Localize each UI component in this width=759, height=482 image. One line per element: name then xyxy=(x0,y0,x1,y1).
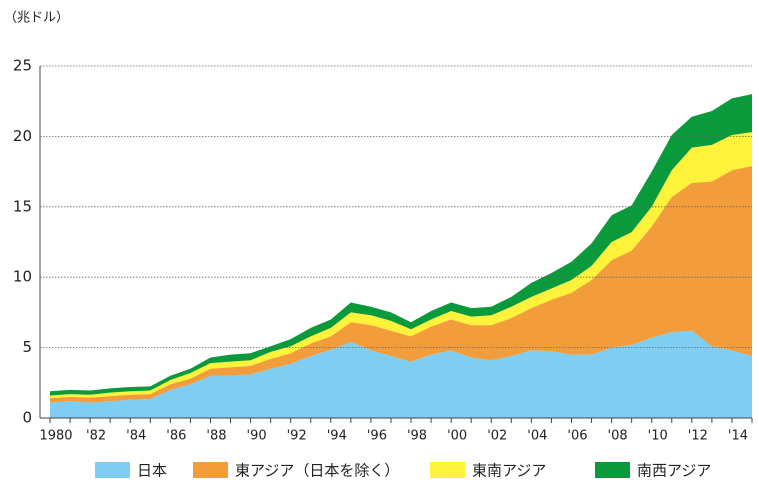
x-tick-label: '14 xyxy=(728,429,748,444)
x-tick-label: '84 xyxy=(126,429,146,444)
x-tick-label: '86 xyxy=(166,429,186,444)
x-tick-label: '00 xyxy=(447,429,467,444)
legend-swatch xyxy=(95,462,130,478)
legend-swatch xyxy=(595,462,630,478)
y-tick-label: 15 xyxy=(13,197,32,215)
x-tick-label: 1980 xyxy=(39,429,72,444)
x-tick-label: '92 xyxy=(287,429,307,444)
x-tick-label: '04 xyxy=(527,429,547,444)
x-tick-label: '90 xyxy=(247,429,267,444)
x-tick-label: '08 xyxy=(608,429,628,444)
legend-swatch xyxy=(193,462,228,478)
y-tick-label: 20 xyxy=(13,127,32,145)
legend-label: 東アジア（日本を除く） xyxy=(235,462,399,480)
x-tick-label: '94 xyxy=(327,429,347,444)
y-tick-label: 5 xyxy=(22,338,32,356)
x-tick-label: '82 xyxy=(86,429,106,444)
x-tick-label: '96 xyxy=(367,429,387,444)
legend-label: 日本 xyxy=(137,462,167,480)
y-tick-label: 0 xyxy=(22,409,32,427)
y-tick-label: 25 xyxy=(13,57,32,75)
areas xyxy=(50,94,752,418)
x-tick-label: '12 xyxy=(688,429,708,444)
x-tick-label: '88 xyxy=(206,429,226,444)
legend-label: 東南アジア xyxy=(472,462,546,480)
area xyxy=(50,330,752,418)
x-tick-label: '06 xyxy=(567,429,587,444)
legend-swatch xyxy=(430,462,465,478)
x-tick-label: '02 xyxy=(487,429,507,444)
unit-label: （兆ドル） xyxy=(4,11,69,26)
x-tick-label: '98 xyxy=(407,429,427,444)
x-tick-label: '10 xyxy=(648,429,668,444)
y-tick-label: 10 xyxy=(13,268,32,286)
legend-label: 南西アジア xyxy=(637,462,711,480)
area xyxy=(50,165,752,403)
